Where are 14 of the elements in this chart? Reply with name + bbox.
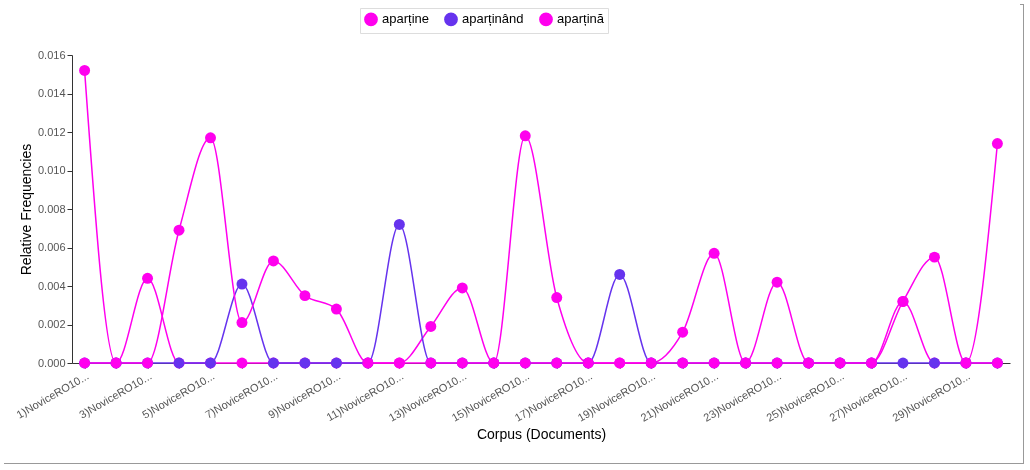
y-tick-label: 0.006 <box>37 241 66 253</box>
x-axis-title: Corpus (Documents) <box>476 425 607 442</box>
y-tick-label: 0.004 <box>37 279 66 292</box>
legend-label: aparținând <box>462 11 524 27</box>
y-tick-label: 0.012 <box>37 125 66 138</box>
y-tick-label: 0.010 <box>37 164 66 176</box>
y-axis-title: Relative Frequencies <box>17 143 34 276</box>
y-tick-label: 0.000 <box>37 356 66 369</box>
legend-label: aparține <box>382 11 429 27</box>
y-tick-label: 0.014 <box>37 87 66 99</box>
y-tick-label: 0.008 <box>37 202 66 215</box>
y-tick-label: 0.016 <box>37 48 66 61</box>
y-tick-label: 0.002 <box>37 318 66 330</box>
legend-label: aparțină <box>557 11 605 27</box>
